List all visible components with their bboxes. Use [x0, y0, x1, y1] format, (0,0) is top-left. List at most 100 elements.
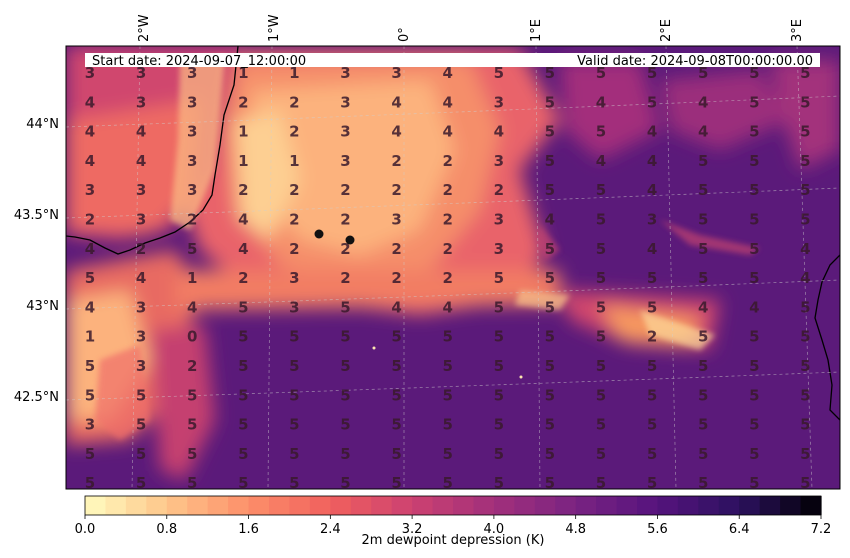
grid-value: 4	[800, 269, 810, 287]
grid-value: 5	[391, 357, 401, 375]
grid-value: 4	[698, 93, 708, 111]
grid-value: 5	[187, 445, 197, 463]
grid-value: 5	[749, 211, 759, 229]
lat-label-42-5n: 42.5°N	[14, 390, 59, 405]
colorbar-ticks: 0.0 0.8 1.6 2.4 3.2 4.0 4.8 5.6 6.4 7.2	[75, 515, 831, 537]
grid-value: 5	[647, 416, 657, 434]
grid-value: 1	[238, 152, 248, 170]
grid-value: 5	[596, 474, 606, 492]
grid-value: 5	[340, 357, 350, 375]
grid-value: 2	[442, 152, 452, 170]
colorbar-tick-label: 1.6	[238, 522, 259, 537]
grid-value: 2	[289, 181, 299, 199]
grid-value: 5	[85, 269, 95, 287]
grid-value: 2	[187, 357, 197, 375]
colorbar-segment	[289, 496, 311, 515]
grid-value: 5	[749, 93, 759, 111]
grid-value: 3	[494, 211, 504, 229]
grid-value: 5	[647, 64, 657, 82]
grid-value: 2	[391, 269, 401, 287]
grid-value: 5	[545, 298, 555, 316]
grid-value: 4	[391, 298, 401, 316]
colorbar-segment	[575, 496, 597, 515]
colorbar-segment	[371, 496, 393, 515]
colorbar-segment	[718, 496, 740, 515]
colorbar-segment	[596, 496, 618, 515]
grid-value: 5	[800, 152, 810, 170]
grid-value: 5	[596, 211, 606, 229]
grid-value: 5	[238, 357, 248, 375]
grid-value: 5	[545, 386, 555, 404]
grid-value: 4	[442, 298, 452, 316]
grid-value: 5	[596, 328, 606, 346]
grid-value: 4	[85, 93, 95, 111]
colorbar-segment	[677, 496, 699, 515]
grid-value: 5	[698, 445, 708, 463]
grid-value: 3	[340, 93, 350, 111]
grid-value: 2	[238, 93, 248, 111]
grid-value: 3	[187, 123, 197, 141]
valid-date-label: Valid date: 2024-09-08T00:00:00.00	[577, 54, 813, 69]
colorbar-segment	[657, 496, 679, 515]
grid-value: 3	[85, 64, 95, 82]
grid-value: 2	[442, 181, 452, 199]
colorbar-segment	[166, 496, 188, 515]
grid-value: 4	[749, 298, 759, 316]
grid-value: 5	[647, 93, 657, 111]
grid-value: 5	[800, 64, 810, 82]
grid-value: 4	[442, 123, 452, 141]
grid-value: 1	[238, 64, 248, 82]
grid-value: 5	[494, 64, 504, 82]
grid-value: 5	[340, 298, 350, 316]
grid-value: 2	[238, 269, 248, 287]
grid-value: 3	[187, 152, 197, 170]
colorbar-segment	[637, 496, 659, 515]
grid-value: 5	[238, 298, 248, 316]
grid-value: 5	[596, 269, 606, 287]
grid-value: 4	[545, 211, 555, 229]
colorbar-segment	[616, 496, 638, 515]
grid-value: 4	[238, 240, 248, 258]
grid-value: 5	[596, 357, 606, 375]
grid-value: 5	[442, 357, 452, 375]
grid-value: 5	[749, 328, 759, 346]
grid-value: 5	[596, 123, 606, 141]
grid-value: 5	[391, 445, 401, 463]
grid-value: 5	[238, 328, 248, 346]
grid-value: 5	[749, 474, 759, 492]
grid-value: 2	[289, 93, 299, 111]
colorbar-segment	[309, 496, 331, 515]
grid-value: 4	[136, 123, 146, 141]
map-frame	[65, 45, 841, 490]
lat-label-44n: 44°N	[26, 117, 59, 132]
grid-value: 5	[85, 357, 95, 375]
grid-value: 5	[698, 152, 708, 170]
grid-value: 5	[289, 474, 299, 492]
grid-value-labels: 3 3 3 1 1 3 3 4 5 5 5 5 5 5 5 4 3 3 2 2 3 4 4 3 5 4 5 4 5 5 4 4 3 1 2 3 4 4 4 5…	[85, 64, 811, 492]
colorbar-segment	[248, 496, 270, 515]
colorbar-segment	[228, 496, 250, 515]
colorbar-segment	[780, 496, 802, 515]
lon-label-1e: 1°E	[529, 19, 544, 42]
grid-value: 5	[545, 64, 555, 82]
grid-value: 2	[647, 328, 657, 346]
colorbar-segment	[739, 496, 761, 515]
grid-value: 5	[545, 181, 555, 199]
grid-value: 5	[698, 64, 708, 82]
grid-value: 1	[187, 269, 197, 287]
colorbar-label: 2m dewpoint depression (K)	[362, 533, 545, 548]
grid-value: 4	[187, 298, 197, 316]
grid-value: 0	[187, 328, 197, 346]
grid-value: 5	[800, 211, 810, 229]
grid-value: 5	[494, 298, 504, 316]
grid-value: 5	[136, 445, 146, 463]
grid-value: 5	[340, 328, 350, 346]
grid-value: 5	[494, 269, 504, 287]
grid-value: 3	[494, 93, 504, 111]
colorbar-segment	[85, 496, 107, 515]
grid-value: 5	[340, 386, 350, 404]
small-dot-marker	[519, 375, 523, 379]
grid-value: 3	[136, 298, 146, 316]
colorbar-tick-label: 0.0	[75, 522, 96, 537]
